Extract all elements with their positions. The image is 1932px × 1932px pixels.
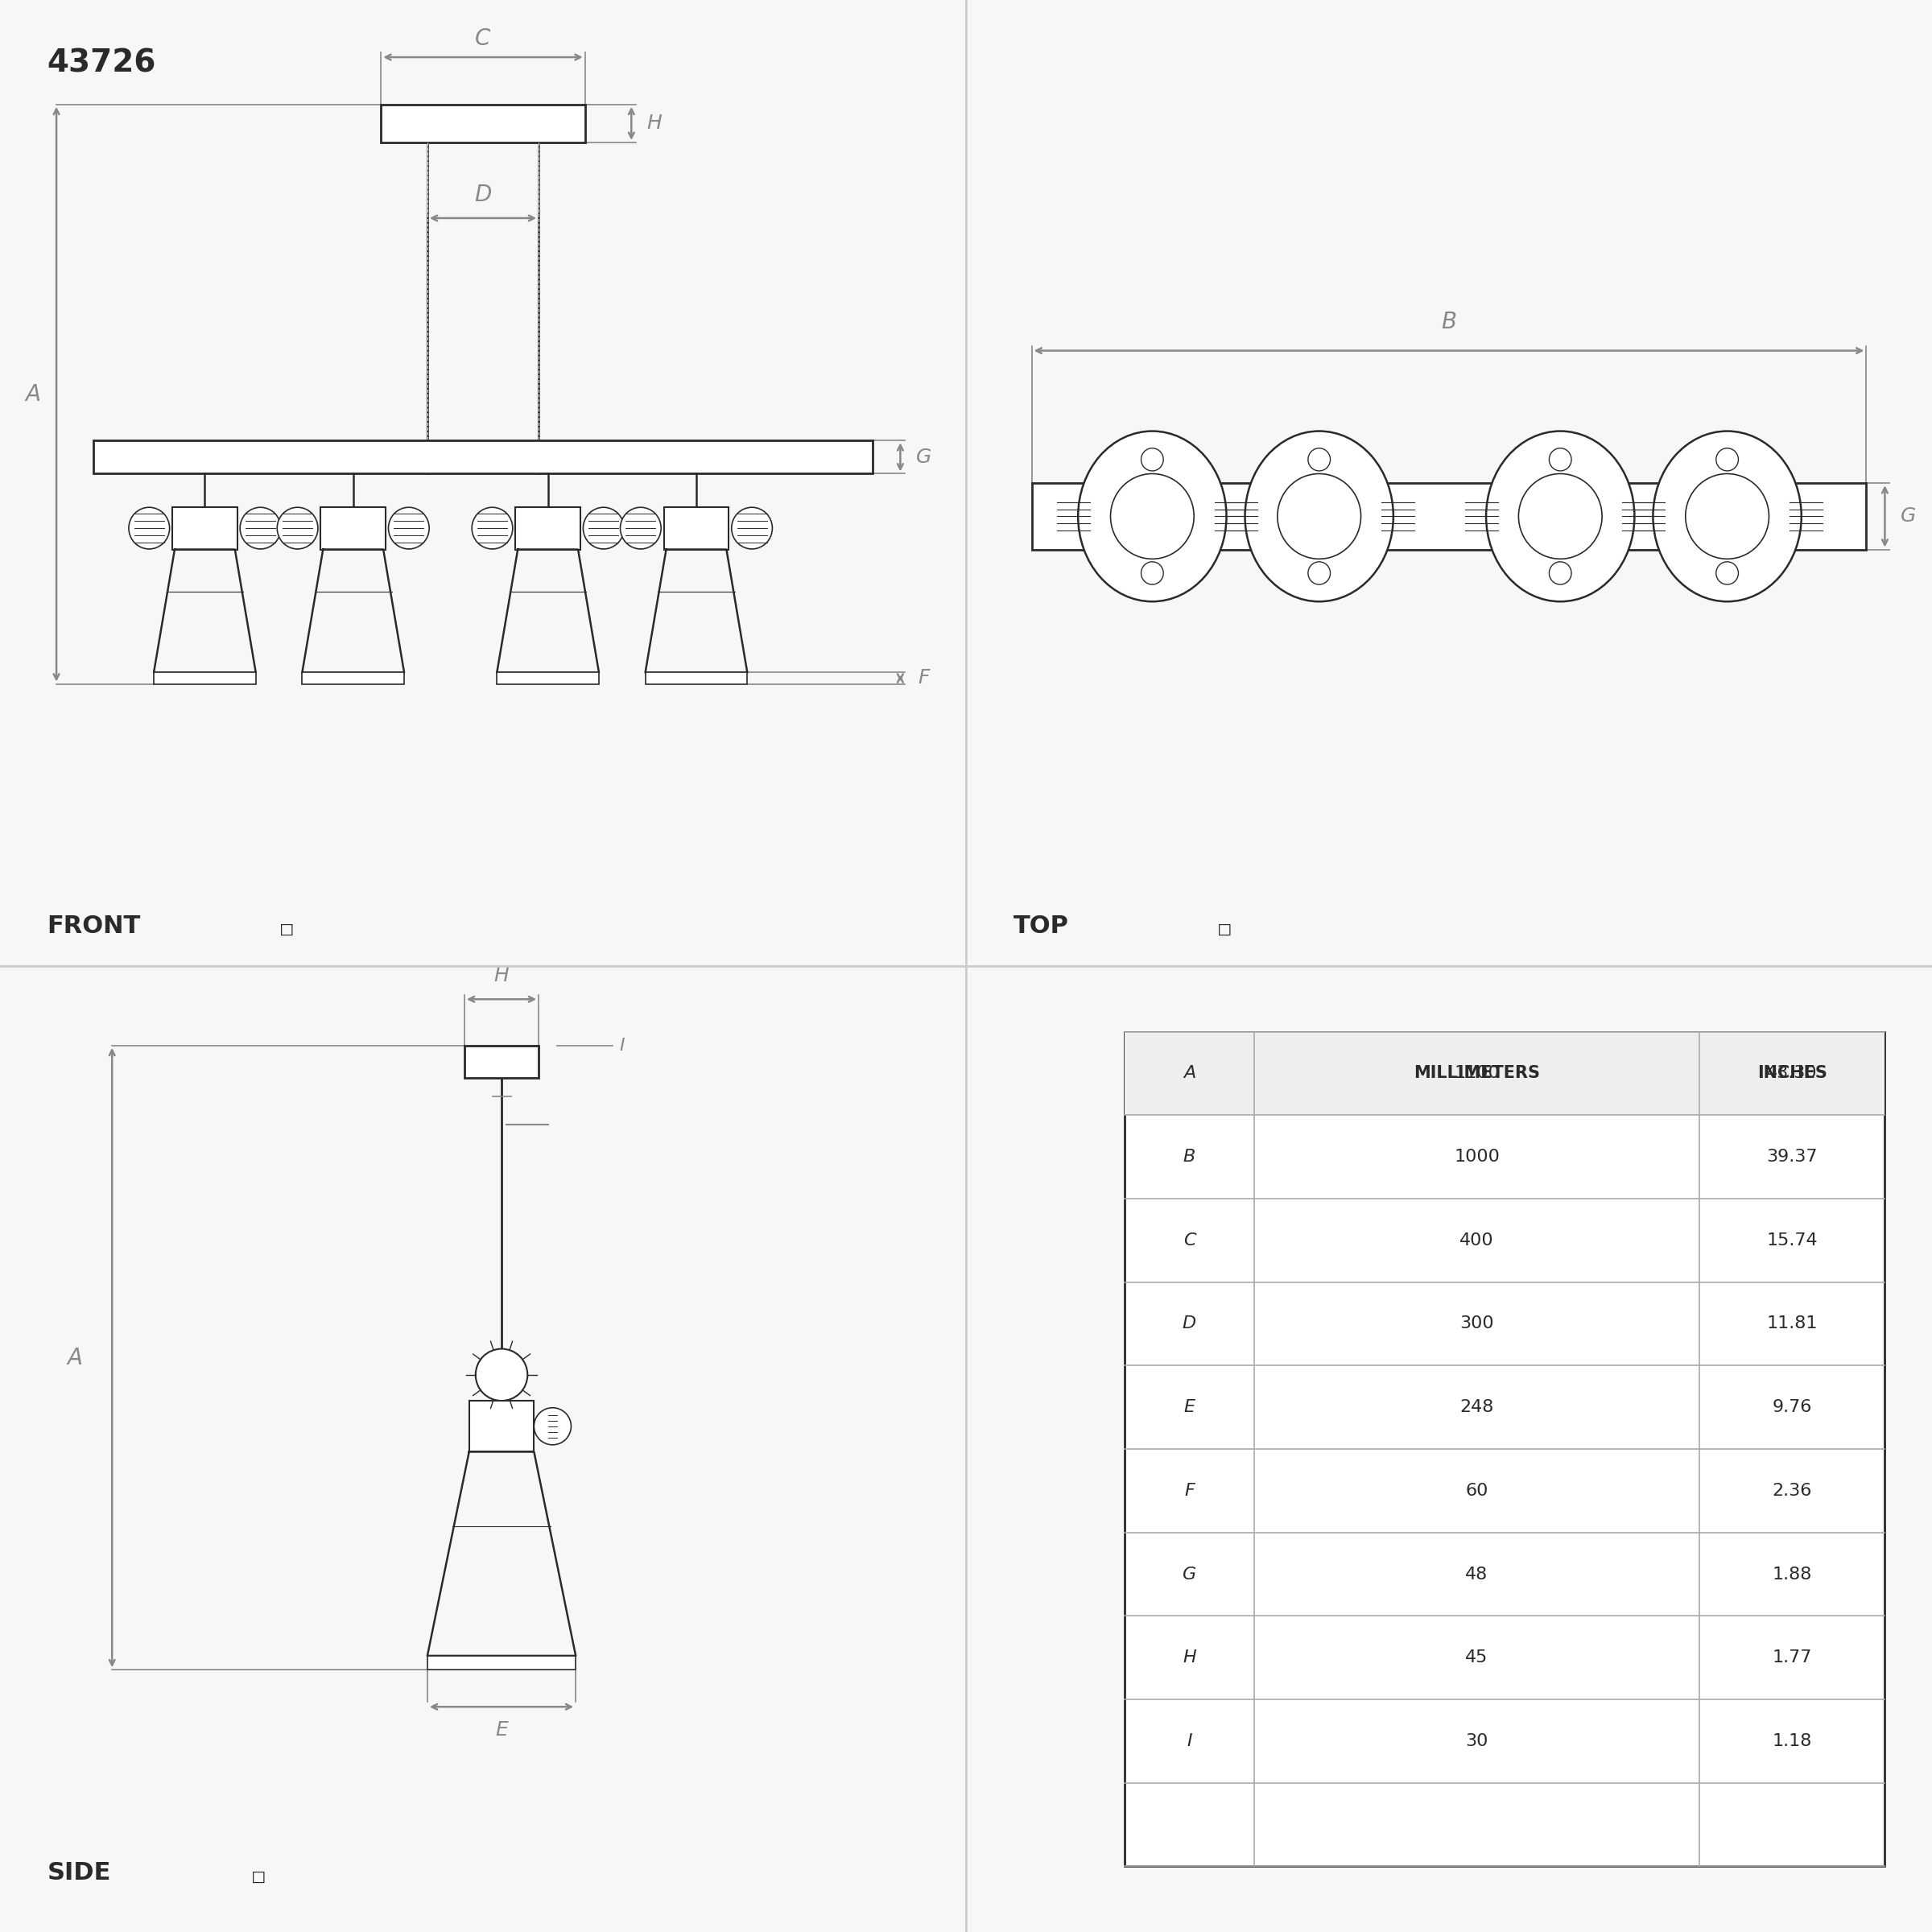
Text: 48: 48	[1466, 1567, 1488, 1582]
Circle shape	[388, 508, 429, 549]
Circle shape	[533, 1408, 572, 1445]
Text: A: A	[25, 383, 41, 406]
Text: 45: 45	[1464, 1650, 1488, 1665]
Circle shape	[1308, 562, 1331, 585]
Ellipse shape	[1244, 431, 1393, 601]
Text: E: E	[495, 1719, 508, 1739]
Text: 60: 60	[1464, 1482, 1488, 1499]
Text: H: H	[495, 966, 510, 985]
Text: FRONT: FRONT	[46, 914, 141, 937]
Circle shape	[620, 508, 661, 549]
Ellipse shape	[1654, 431, 1801, 601]
Bar	[665, 506, 728, 549]
Text: 30: 30	[1464, 1733, 1488, 1748]
Circle shape	[1519, 473, 1602, 558]
Text: ◻: ◻	[278, 922, 294, 937]
Circle shape	[1277, 473, 1360, 558]
Bar	[516, 506, 580, 549]
Circle shape	[276, 508, 319, 549]
Text: 11.81: 11.81	[1766, 1316, 1818, 1331]
Text: 1.88: 1.88	[1772, 1567, 1812, 1582]
Circle shape	[1716, 448, 1739, 471]
Ellipse shape	[1486, 431, 1634, 601]
Text: 300: 300	[1461, 1316, 1493, 1331]
Text: TOP: TOP	[1012, 914, 1068, 937]
Circle shape	[471, 508, 512, 549]
Text: 9.76: 9.76	[1772, 1399, 1812, 1416]
Text: 1.18: 1.18	[1772, 1733, 1812, 1748]
Bar	[1032, 483, 1866, 549]
Text: 248: 248	[1461, 1399, 1493, 1416]
Circle shape	[1685, 473, 1770, 558]
Circle shape	[1308, 448, 1331, 471]
Bar	[93, 440, 873, 473]
Circle shape	[1142, 562, 1163, 585]
Text: B: B	[1182, 1150, 1196, 1165]
Bar	[469, 1401, 533, 1451]
Bar	[1124, 1032, 1886, 1115]
Text: 1.77: 1.77	[1772, 1650, 1812, 1665]
Text: I: I	[1186, 1733, 1192, 1748]
Circle shape	[1111, 473, 1194, 558]
Circle shape	[240, 508, 280, 549]
Bar	[301, 672, 404, 684]
Text: I: I	[620, 1037, 624, 1053]
Bar	[427, 1656, 576, 1669]
Text: G: G	[1901, 506, 1917, 526]
Text: D: D	[1182, 1316, 1196, 1331]
Text: 43.30: 43.30	[1766, 1065, 1818, 1082]
Text: A: A	[1182, 1065, 1196, 1082]
Text: F: F	[918, 668, 929, 688]
Text: 2.36: 2.36	[1772, 1482, 1812, 1499]
Text: C: C	[1182, 1233, 1196, 1248]
Bar	[155, 672, 255, 684]
Bar	[645, 672, 748, 684]
Circle shape	[732, 508, 773, 549]
Bar	[497, 672, 599, 684]
Text: 1000: 1000	[1455, 1150, 1499, 1165]
Text: 43726: 43726	[46, 48, 156, 79]
Text: 400: 400	[1461, 1233, 1493, 1248]
Text: B: B	[1441, 311, 1457, 334]
Bar	[1124, 1032, 1886, 1866]
Circle shape	[1549, 448, 1571, 471]
Text: E: E	[1184, 1399, 1196, 1416]
Text: A: A	[68, 1347, 83, 1370]
Text: MILLIMETERS: MILLIMETERS	[1414, 1065, 1540, 1082]
Text: 39.37: 39.37	[1766, 1150, 1818, 1165]
Bar	[172, 506, 238, 549]
Text: 15.74: 15.74	[1766, 1233, 1818, 1248]
Bar	[321, 506, 386, 549]
Text: G: G	[1182, 1567, 1196, 1582]
Circle shape	[1716, 562, 1739, 585]
Bar	[464, 1045, 539, 1078]
Circle shape	[475, 1349, 527, 1401]
Text: C: C	[475, 27, 491, 50]
Text: H: H	[647, 114, 663, 133]
Bar	[381, 104, 585, 143]
Circle shape	[1142, 448, 1163, 471]
Text: 1100: 1100	[1455, 1065, 1499, 1082]
Text: ◻: ◻	[251, 1868, 267, 1886]
Text: ◻: ◻	[1217, 922, 1233, 937]
Circle shape	[583, 508, 624, 549]
Text: SIDE: SIDE	[46, 1862, 110, 1886]
Text: H: H	[1182, 1650, 1196, 1665]
Circle shape	[1549, 562, 1571, 585]
Text: F: F	[1184, 1482, 1194, 1499]
Ellipse shape	[1078, 431, 1227, 601]
Circle shape	[129, 508, 170, 549]
Text: INCHES: INCHES	[1758, 1065, 1828, 1082]
Text: D: D	[475, 184, 491, 205]
Text: G: G	[916, 448, 931, 468]
